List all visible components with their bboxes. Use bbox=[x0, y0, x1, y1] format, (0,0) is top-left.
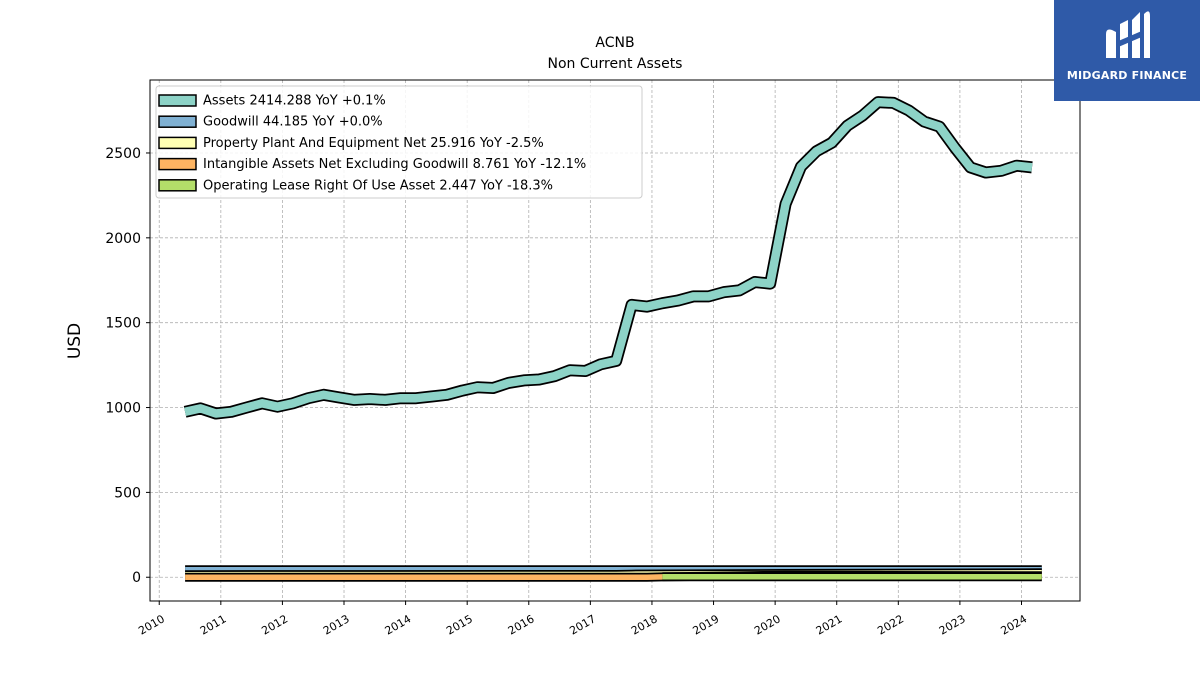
x-tick-label: 2024 bbox=[998, 612, 1029, 637]
y-tick-label: 2500 bbox=[105, 146, 141, 162]
logo-mark-icon bbox=[1106, 11, 1150, 58]
x-tick-label: 2014 bbox=[383, 612, 414, 637]
legend-label: Property Plant And Equipment Net 25.916 … bbox=[203, 136, 544, 151]
x-tick-label: 2016 bbox=[506, 612, 537, 637]
x-tick-label: 2021 bbox=[814, 612, 845, 637]
legend-label: Goodwill 44.185 YoY +0.0% bbox=[203, 115, 383, 130]
chart-title: ACNB bbox=[595, 35, 634, 51]
x-tick-label: 2018 bbox=[629, 612, 660, 637]
y-tick-label: 1500 bbox=[105, 316, 141, 332]
legend-swatch bbox=[158, 94, 197, 107]
x-tick-label: 2020 bbox=[752, 612, 783, 637]
x-tick-label: 2023 bbox=[937, 612, 968, 637]
midgard-finance-logo: MIDGARD FINANCE bbox=[1054, 0, 1200, 101]
legend-box bbox=[155, 85, 643, 199]
legend-swatch bbox=[158, 157, 197, 171]
y-axis-label: USD bbox=[65, 323, 85, 359]
x-tick-label: 2013 bbox=[321, 612, 352, 637]
x-tick-label: 2019 bbox=[691, 612, 722, 637]
legend-swatch bbox=[158, 115, 197, 128]
x-tick-label: 2010 bbox=[136, 612, 167, 637]
legend-label: Assets 2414.288 YoY +0.1% bbox=[203, 94, 386, 109]
x-tick-label: 2012 bbox=[259, 612, 290, 637]
logo-text: MIDGARD FINANCE bbox=[1066, 69, 1188, 82]
x-tick-label: 2015 bbox=[444, 612, 475, 637]
x-tick-label: 2011 bbox=[198, 612, 229, 637]
y-tick-label: 500 bbox=[114, 485, 141, 501]
legend-swatch bbox=[158, 136, 197, 150]
y-tick-label: 0 bbox=[132, 570, 141, 586]
legend-label: Intangible Assets Net Excluding Goodwill… bbox=[203, 157, 586, 172]
x-tick-label: 2022 bbox=[875, 612, 906, 637]
y-tick-label: 2000 bbox=[105, 231, 141, 247]
x-tick-label: 2017 bbox=[567, 612, 598, 637]
y-tick-label: 1000 bbox=[105, 401, 141, 417]
legend-swatch bbox=[158, 179, 197, 192]
axes-frame bbox=[149, 79, 1081, 602]
chart-subtitle: Non Current Assets bbox=[548, 56, 683, 72]
series-line-assets bbox=[184, 97, 1033, 418]
legend-label: Operating Lease Right Of Use Asset 2.447… bbox=[203, 178, 553, 193]
